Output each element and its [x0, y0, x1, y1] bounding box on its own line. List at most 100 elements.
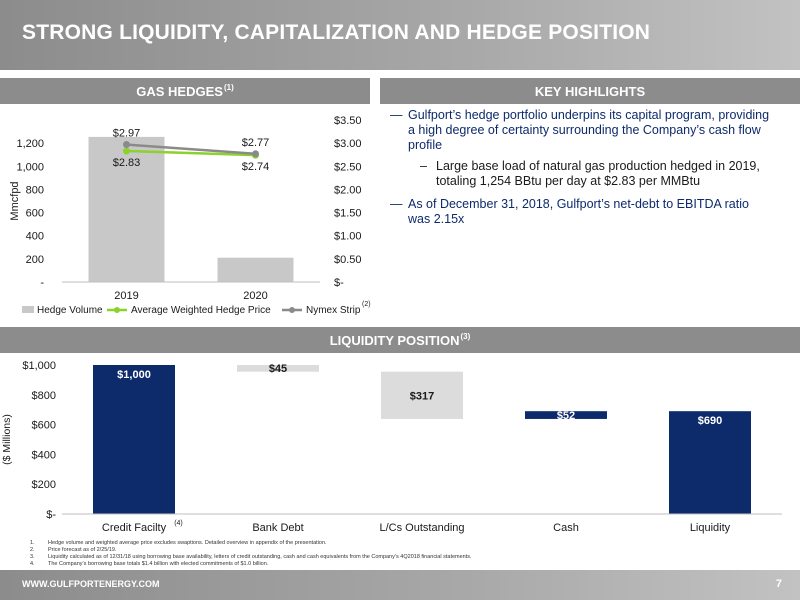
y-axis-label: Mmcfpd: [9, 181, 21, 220]
y-tick-label: 400: [26, 231, 44, 243]
gas-hedges-header-sup: (1): [223, 82, 234, 92]
liquidity-bar: [93, 365, 175, 514]
hedge-price-point: [123, 147, 130, 155]
y-tick-label: $200: [32, 479, 56, 491]
y2-tick-label: $2.00: [334, 184, 362, 196]
footnote-text: Hedge volume and weighted average price …: [48, 540, 327, 546]
key-highlights-list: — Gulfport’s hedge portfolio underpins i…: [388, 108, 788, 233]
hedge-volume-bar: [88, 136, 165, 282]
footnote-text: Price forecast as of 2/25/19.: [48, 547, 117, 553]
highlight-bullet-2: — As of December 31, 2018, Gulfport’s ne…: [388, 197, 788, 227]
y2-tick-label: $2.50: [334, 161, 362, 173]
gas-hedges-header-label: GAS HEDGES: [136, 83, 223, 99]
footnote-number: 4.: [30, 561, 35, 567]
x-tick-label: Bank Debt: [252, 522, 303, 534]
hedge-volume-bar: [217, 257, 294, 282]
liquidity-header-label: LIQUIDITY POSITION: [329, 332, 460, 348]
legend-label: Average Weighted Hedge Price: [131, 305, 271, 316]
key-highlights-header: KEY HIGHLIGHTS: [380, 78, 800, 104]
liquidity-bar: [237, 365, 319, 372]
y2-tick-label: $0.50: [334, 254, 362, 266]
bar-data-label: $690: [698, 415, 722, 427]
title-bar: STRONG LIQUIDITY, CAPITALIZATION AND HED…: [0, 0, 800, 70]
footnote-number: 3.: [30, 554, 35, 560]
nymex-strip-point: [252, 150, 259, 158]
x-tick-label: Cash: [553, 522, 579, 534]
y2-tick-label: $1.50: [334, 208, 362, 220]
dash-glyph: —: [390, 108, 403, 122]
liquidity-header: LIQUIDITY POSITION (3): [0, 327, 800, 353]
hedge-price-line: [126, 149, 256, 157]
y-tick-label: 600: [26, 208, 44, 220]
bar-data-label: $1,000: [117, 369, 151, 381]
price-data-label: $2.74: [242, 161, 270, 173]
highlight-sub-bullet-1-line-1: Large base load of natural gas productio…: [436, 159, 760, 173]
legend-label: Nymex Strip: [306, 305, 361, 316]
footnote: 4. The Company’s borrowing base totals $1…: [30, 561, 790, 568]
legend-footnote-sup: (2): [362, 301, 371, 308]
y-tick-label: $400: [32, 449, 56, 461]
dash-glyph: –: [420, 159, 427, 173]
legend-swatch-hedge-volume: [22, 306, 34, 313]
highlight-sub-bullet-1: – Large base load of natural gas product…: [388, 159, 788, 189]
y-axis-label: ($ Millions): [1, 414, 13, 465]
highlight-bullet-1-line-3: profile: [408, 138, 443, 152]
liquidity-bar: [525, 411, 607, 419]
footnote-number: 2.: [30, 547, 35, 553]
dash-glyph: —: [390, 197, 403, 211]
x-tick-label: 2019: [114, 290, 138, 302]
page-title: STRONG LIQUIDITY, CAPITALIZATION AND HED…: [22, 21, 651, 44]
y2-tick-label: $1.00: [334, 231, 362, 243]
y-tick-label: -: [40, 277, 44, 289]
highlight-bullet-1-line-2: a high degree of certainty surrounding t…: [408, 123, 761, 137]
bar-data-label: $317: [410, 390, 434, 402]
highlight-bullet-2-line-2: was 2.15x: [408, 212, 465, 226]
y2-tick-label: $3.50: [334, 115, 362, 127]
y-tick-label: 1,000: [16, 161, 44, 173]
x-tick-label: L/Cs Outstanding: [380, 522, 465, 534]
footnote-text: Liquidity calculated as of 12/31/18 usin…: [48, 554, 472, 560]
x-tick-label: Liquidity: [690, 522, 731, 534]
y-tick-label: 200: [26, 254, 44, 266]
bar-data-label: $52: [557, 410, 575, 422]
y-tick-label: 1,200: [16, 138, 44, 150]
x-tick-label: 2020: [243, 290, 267, 302]
y-tick-label: 800: [26, 184, 44, 196]
price-data-label: $2.77: [242, 137, 270, 149]
highlight-bullet-1-line-1: Gulfport’s hedge portfolio underpins its…: [408, 108, 770, 122]
highlight-sub-bullet-1-line-2: totaling 1,254 BBtu per day at $2.83 per…: [436, 174, 701, 188]
y-tick-label: $600: [32, 420, 56, 432]
y-tick-label: $800: [32, 390, 56, 402]
liquidity-bar: [669, 411, 751, 514]
nymex-strip-line: [126, 143, 256, 156]
price-data-label: $2.97: [113, 128, 141, 140]
footnotes: 1. Hedge volume and weighted average pric…: [30, 540, 790, 568]
legend-marker-nymex-strip: [289, 307, 295, 313]
y-tick-label: $-: [46, 509, 56, 521]
bar-data-label: $45: [269, 363, 287, 375]
legend-label: Hedge Volume: [37, 305, 103, 316]
nymex-strip-point: [123, 141, 130, 149]
gas-hedges-chart: - 200 400 600 800 1,000 1,200 $- $0.50 $1.00 $1.50…: [9, 115, 371, 316]
key-highlights-header-label: KEY HIGHLIGHTS: [534, 83, 646, 99]
legend-marker-hedge-price: [114, 307, 120, 313]
liquidity-header-sup: (3): [460, 331, 471, 341]
footnote-text: The Company’s borrowing base totals $1.4…: [48, 561, 269, 567]
page-number: 7: [775, 578, 782, 590]
footnote: 1. Hedge volume and weighted average pric…: [30, 540, 790, 547]
footer-url: WWW.GULFPORTENERGY.COM: [22, 579, 160, 589]
x-tick-footnote-sup: (4): [174, 520, 183, 527]
highlight-bullet-1: — Gulfport’s hedge portfolio underpins i…: [388, 108, 788, 153]
x-tick-label: Credit Facilty: [102, 522, 167, 534]
y-tick-label: $1,000: [22, 360, 56, 372]
footnote-number: 1.: [30, 540, 35, 546]
highlight-bullet-2-line-1: As of December 31, 2018, Gulfport’s net-…: [408, 197, 749, 211]
footer-bar: WWW.GULFPORTENERGY.COM 7: [0, 570, 800, 600]
footnote: 2. Price forecast as of 2/25/19.: [30, 547, 790, 554]
liquidity-bar: [381, 371, 463, 419]
y2-tick-label: $3.00: [334, 138, 362, 150]
footnote: 3. Liquidity calculated as of 12/31/18 us…: [30, 554, 790, 561]
y2-tick-label: $-: [334, 277, 344, 289]
price-data-label: $2.83: [113, 157, 141, 169]
gas-hedges-header: GAS HEDGES (1): [0, 78, 370, 104]
